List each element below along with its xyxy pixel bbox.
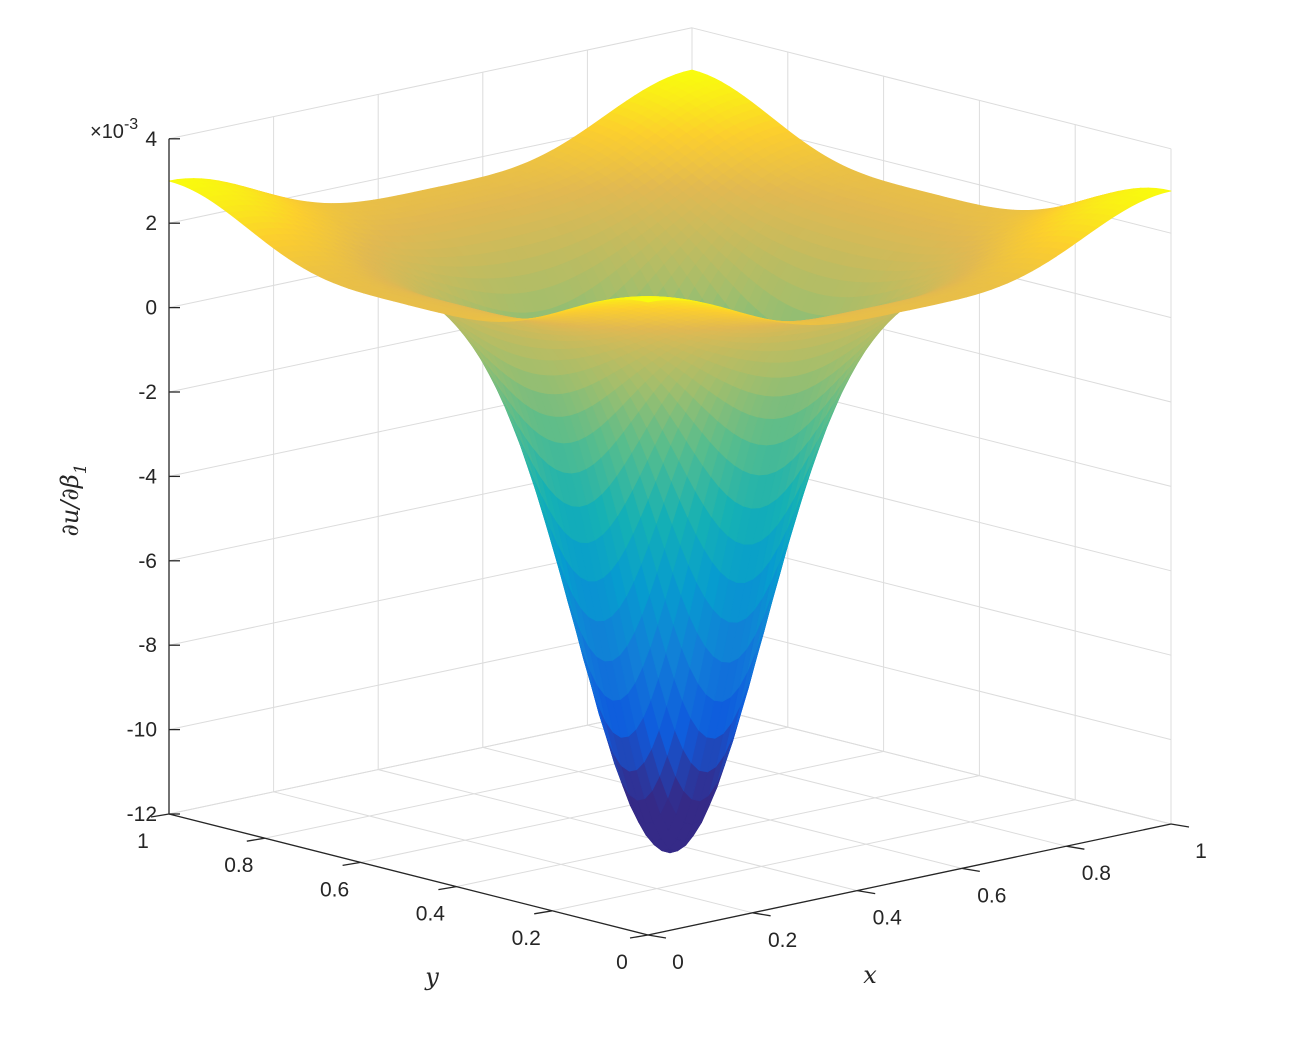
x-tick-label: 0.4 bbox=[873, 907, 903, 930]
z-axis-label: ∂u/∂β1 bbox=[56, 463, 91, 536]
y-tick bbox=[629, 934, 649, 939]
z-tick-label: -8 bbox=[138, 634, 157, 657]
y-tick-label: 0.4 bbox=[416, 903, 446, 926]
z-axis-multiplier: ×10-3 bbox=[90, 116, 138, 143]
y-tick-label: 0.8 bbox=[224, 854, 253, 877]
floor-grid-x bbox=[273, 791, 753, 914]
z-tick-label: 0 bbox=[145, 297, 157, 320]
x-tick bbox=[1170, 823, 1190, 828]
z-tick-label: 4 bbox=[145, 128, 157, 151]
z-tick-label: -10 bbox=[127, 719, 157, 742]
y-tick-label: 1 bbox=[137, 830, 149, 853]
x-tick bbox=[647, 934, 667, 939]
back-wall-grid-z bbox=[168, 27, 693, 140]
x-tick bbox=[961, 867, 980, 873]
x-tick-label: 1 bbox=[1195, 840, 1207, 863]
z-tick-label: -6 bbox=[138, 550, 157, 573]
floor-grid-x bbox=[378, 769, 858, 892]
x-tick-label: 0.8 bbox=[1082, 862, 1111, 885]
x-tick-label: 0 bbox=[672, 951, 684, 974]
x-tick bbox=[752, 912, 771, 917]
side-wall-grid-z bbox=[691, 27, 1172, 150]
floor-grid-y bbox=[360, 750, 884, 863]
z-tick-label: 2 bbox=[145, 212, 157, 235]
x-tick-label: 0.2 bbox=[768, 929, 797, 952]
floor-grid-x bbox=[482, 746, 962, 869]
y-axis-label: y bbox=[424, 963, 439, 991]
y-tick bbox=[342, 861, 361, 867]
y-tick-label: 0.6 bbox=[320, 878, 349, 901]
y-tick bbox=[534, 910, 553, 915]
x-tick-label: 0.6 bbox=[977, 884, 1006, 907]
y-tick bbox=[438, 885, 457, 891]
z-tick-label: -4 bbox=[138, 465, 157, 488]
surface bbox=[168, 69, 1172, 854]
side-wall-grid-z bbox=[691, 618, 1172, 741]
x-tick bbox=[857, 889, 876, 895]
y-tick-label: 0.2 bbox=[512, 927, 541, 950]
y-tick bbox=[246, 837, 265, 842]
side-wall-grid-z bbox=[691, 702, 1172, 825]
z-tick-label: -2 bbox=[138, 381, 157, 404]
z-tick-label: -12 bbox=[127, 803, 157, 826]
x-axis-label: x bbox=[863, 961, 877, 989]
floor-grid-y bbox=[456, 775, 980, 888]
floor-grid-y bbox=[552, 799, 1076, 912]
y-tick-label: 0 bbox=[616, 951, 628, 974]
x-tick bbox=[1066, 845, 1085, 850]
